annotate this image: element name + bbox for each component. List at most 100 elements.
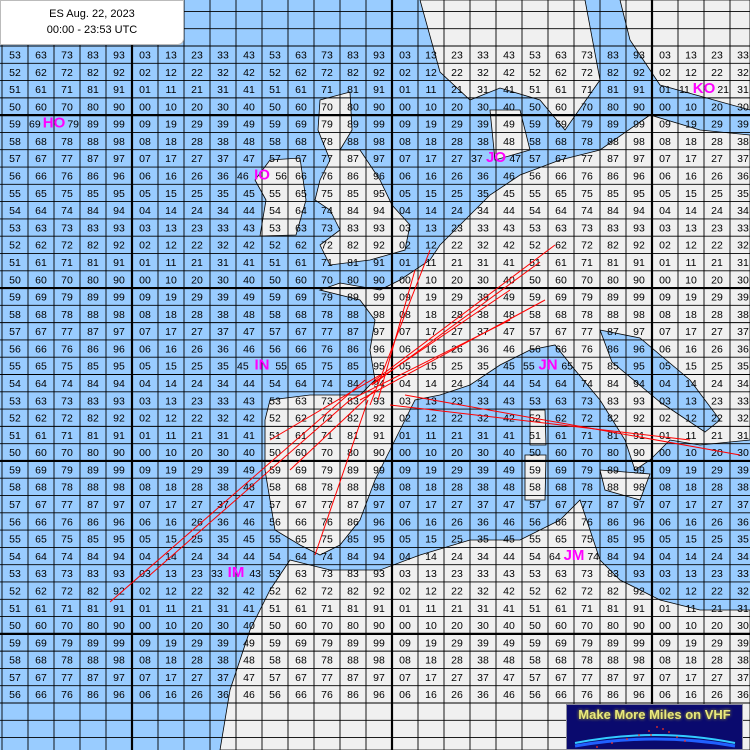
grid-square-label: 11	[166, 603, 177, 615]
grid-square-label: 87	[87, 499, 99, 511]
grid-square-label: 96	[113, 516, 125, 528]
grid-square-label: 24	[451, 551, 463, 563]
grid-square-label: 01	[139, 257, 151, 269]
grid-square-label: 11	[679, 84, 690, 96]
grid-square-label: 00	[139, 447, 151, 459]
grid-square-label: 91	[113, 84, 125, 96]
grid-square-label: 79	[61, 637, 73, 649]
grid-square-label: 22	[451, 413, 463, 425]
grid-square-label: 25	[451, 534, 463, 546]
grid-square-label: 07	[399, 499, 411, 511]
time-range: 00:00 - 23:53 UTC	[46, 24, 138, 36]
grid-square-label: 19	[425, 292, 437, 304]
grid-square-label: 59	[269, 464, 281, 476]
grid-square-label: 81	[347, 603, 359, 615]
grid-square-label: 27	[191, 499, 203, 511]
grid-square-label: 72	[61, 413, 73, 425]
grid-square-label: 21	[711, 257, 723, 269]
grid-square-label: 71	[581, 257, 593, 269]
grid-square-label: 38	[217, 136, 229, 148]
grid-square-label: 36	[737, 171, 749, 183]
grid-square-label: 10	[165, 101, 177, 113]
grid-square-label: 13	[425, 50, 437, 62]
grid-square-label: 13	[165, 395, 177, 407]
grid-square-label: 68	[295, 309, 307, 321]
grid-square-label: 58	[529, 482, 541, 494]
grid-square-label: 74	[321, 551, 333, 563]
grid-square-label: 72	[581, 585, 593, 597]
grid-square-label: 97	[113, 672, 125, 684]
grid-square-label: 47	[503, 499, 515, 511]
grid-square-label: 97	[633, 326, 645, 338]
grid-square-label: 14	[685, 378, 697, 390]
grid-square-label: 69	[555, 464, 567, 476]
grid-square-label: 08	[399, 482, 411, 494]
grid-square-label: 86	[607, 343, 619, 355]
grid-square-label: 09	[139, 464, 151, 476]
grid-square-label: 60	[555, 274, 567, 286]
grid-square-label: 88	[347, 136, 359, 148]
grid-square-label: 77	[61, 326, 73, 338]
grid-square-label: 19	[165, 119, 177, 131]
grid-square-label: 23	[711, 222, 723, 234]
grid-square-label: 24	[191, 205, 203, 217]
grid-square-label: 69	[35, 292, 47, 304]
grid-square-label: 87	[87, 326, 99, 338]
grid-square-label: 38	[737, 309, 749, 321]
grid-square-label: 17	[165, 326, 177, 338]
grid-square-label: 23	[191, 222, 203, 234]
grid-square-label: 65	[295, 534, 307, 546]
grid-square-label: 08	[139, 482, 151, 494]
grid-square-label: 83	[607, 395, 619, 407]
grid-square-label: 28	[191, 482, 203, 494]
grid-square-label: 50	[529, 101, 541, 113]
grid-square-label: 05	[399, 361, 411, 373]
grid-square-label: 34	[737, 378, 749, 390]
grid-square-label: 63	[35, 568, 47, 580]
grid-square-label: 67	[295, 499, 307, 511]
grid-square-label: 29	[711, 637, 723, 649]
grid-square-label: 67	[35, 326, 47, 338]
grid-square-label: 66	[295, 343, 307, 355]
grid-square-label: 49	[503, 637, 515, 649]
grid-square-label: 82	[87, 240, 99, 252]
grid-square-label: 44	[503, 378, 515, 390]
grid-square-label: 16	[425, 171, 437, 183]
grid-square-label: 57	[9, 672, 21, 684]
grid-square-label: 32	[737, 240, 749, 252]
grid-square-label: 64	[35, 378, 47, 390]
grid-square-label: 44	[503, 205, 515, 217]
grid-square-label: 50	[269, 101, 281, 113]
grid-square-label: 81	[87, 430, 99, 442]
grid-square-label: 99	[633, 464, 645, 476]
grid-square-label: 27	[711, 326, 723, 338]
logo: Make More Miles on VHF	[566, 704, 743, 750]
grid-square-label: 46	[503, 343, 515, 355]
grid-square-label: 85	[87, 188, 99, 200]
grid-square-label: 19	[165, 292, 177, 304]
grid-square-label: 53	[529, 222, 541, 234]
grid-square-label: 78	[61, 136, 73, 148]
grid-square-label: 80	[87, 447, 99, 459]
grid-square-label: 56	[529, 343, 541, 355]
grid-square-label: 21	[191, 257, 203, 269]
grid-square-label: 92	[113, 67, 125, 79]
grid-square-label: 69	[555, 637, 567, 649]
grid-square-label: 31	[217, 84, 229, 96]
grid-square-label: 79	[321, 292, 333, 304]
grid-square-label: 55	[269, 188, 281, 200]
field-label-ho: HO	[43, 115, 66, 132]
grid-square-label: 92	[373, 67, 385, 79]
grid-square-label: 74	[587, 551, 599, 563]
grid-square-label: 88	[87, 655, 99, 667]
es-path	[269, 374, 381, 441]
grid-square-label: 96	[113, 171, 125, 183]
grid-square-label: 57	[269, 326, 281, 338]
grid-square-label: 42	[503, 67, 515, 79]
grid-square-label: 27	[451, 672, 463, 684]
grid-square-label: 12	[425, 585, 437, 597]
grid-square-label: 01	[399, 84, 411, 96]
grid-square-label: 69	[295, 637, 307, 649]
grid-square-label: 78	[581, 309, 593, 321]
